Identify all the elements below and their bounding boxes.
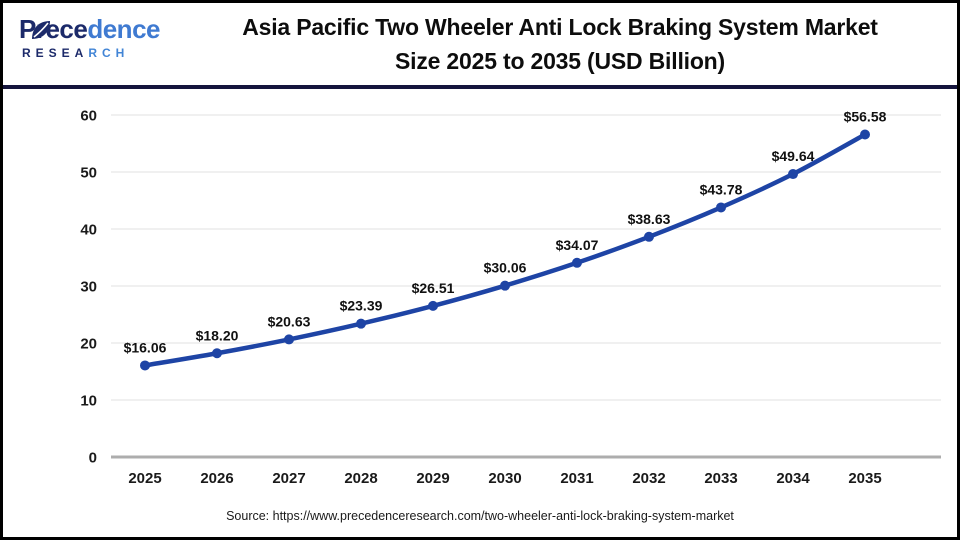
y-tick-label: 20 [80,336,97,353]
data-point-label: $43.78 [700,181,743,197]
source-citation: Source: https://www.precedenceresearch.c… [226,509,734,523]
data-point [716,202,726,213]
x-tick-label: 2026 [200,470,233,487]
data-point-label: $18.20 [196,327,239,343]
data-point-label: $34.07 [556,237,599,253]
data-point [284,334,294,345]
data-point-label: $16.06 [124,339,167,355]
data-point [140,360,150,371]
y-tick-label: 30 [80,279,97,296]
data-point-label: $20.63 [268,313,311,329]
data-point-label: $56.58 [844,108,887,124]
logo-sub-light: RCH [88,46,130,60]
header-divider [3,85,957,89]
logo-sub-dark: RESEA [22,46,89,60]
y-tick-label: 40 [80,222,97,239]
x-tick-label: 2030 [488,470,521,487]
chart-title-line1: Asia Pacific Two Wheeler Anti Lock Braki… [242,14,878,40]
series-line [142,132,868,368]
data-point [860,129,870,140]
y-tick-label: 50 [80,165,97,182]
header: Precedence RESEARCH Asia Pacific Two Whe… [3,3,957,85]
data-point-label: $23.39 [340,298,383,314]
data-point [500,280,510,291]
x-tick-label: 2032 [632,470,665,487]
y-tick-label: 60 [80,108,97,125]
x-tick-label: 2031 [560,470,593,487]
logo-wordmark: Precedence [19,14,189,44]
x-tick-label: 2028 [344,470,377,487]
data-point [428,300,438,311]
x-tick-label: 2025 [128,470,161,487]
logo-text-dark: Prece [19,14,88,44]
logo-text-light: dence [87,14,160,44]
data-point [212,348,222,359]
logo-subtitle: RESEARCH [19,46,189,60]
data-point-label: $30.06 [484,260,527,276]
data-point-label: $49.64 [772,148,815,164]
x-tick-label: 2029 [416,470,449,487]
data-point [572,257,582,268]
data-point [356,318,366,329]
x-tick-label: 2034 [776,470,810,487]
x-tick-label: 2035 [848,470,881,487]
data-point [788,169,798,180]
chart-title-line2: Size 2025 to 2035 (USD Billion) [395,48,725,74]
brand-logo: Precedence RESEARCH [19,14,189,60]
x-tick-label: 2027 [272,470,305,487]
data-point-label: $26.51 [412,280,455,296]
y-tick-label: 10 [80,393,97,410]
data-point [644,231,654,242]
x-tick-label: 2033 [704,470,737,487]
y-tick-label: 0 [89,450,97,467]
data-point-label: $38.63 [628,211,671,227]
leaf-icon [32,21,50,39]
chart-title: Asia Pacific Two Wheeler Anti Lock Braki… [173,10,947,78]
